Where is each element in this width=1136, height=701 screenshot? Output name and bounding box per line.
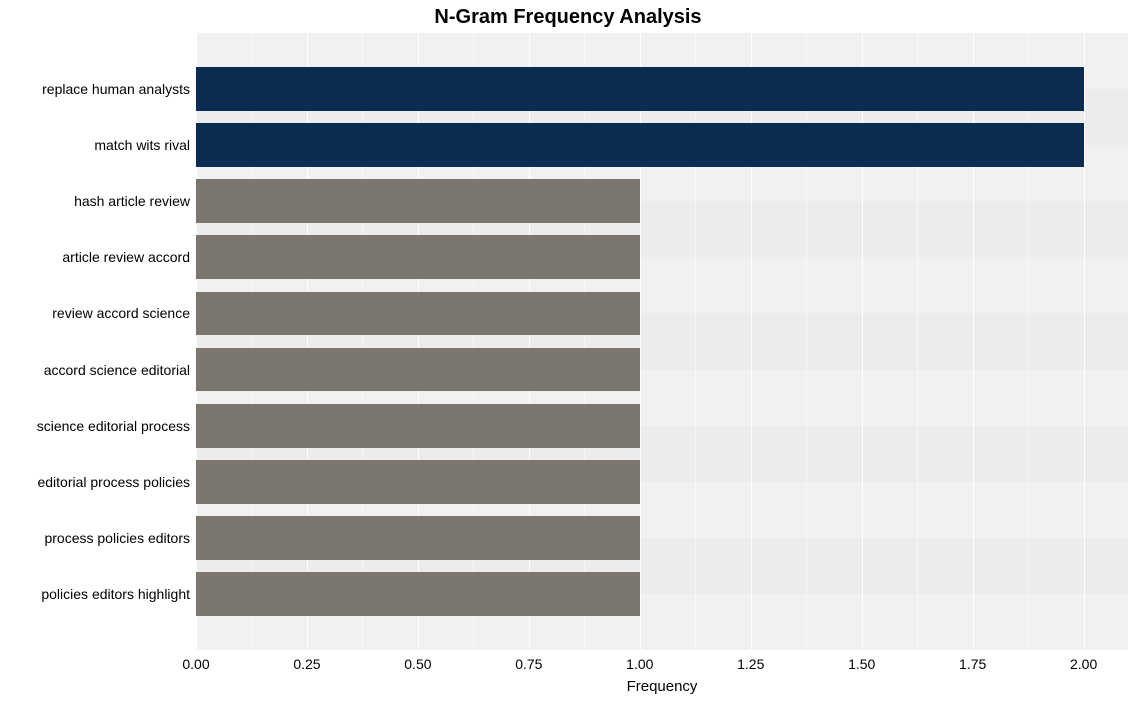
y-tick-label: replace human analysts [42,81,196,97]
bar [196,404,640,448]
bar [196,292,640,336]
chart-title: N-Gram Frequency Analysis [0,6,1136,29]
bar [196,572,640,616]
y-tick-label: science editorial process [37,418,196,434]
y-tick-label: review accord science [52,305,196,321]
bar [196,123,1084,167]
y-tick-label: accord science editorial [44,362,196,378]
x-axis-label: Frequency [196,650,1128,695]
bar [196,460,640,504]
bar [196,235,640,279]
y-tick-label: editorial process policies [37,474,196,490]
plot-area: replace human analystsmatch wits rivalha… [196,33,1128,650]
y-tick-label: policies editors highlight [41,586,196,602]
y-tick-label: article review accord [62,249,196,265]
gridline-major [1084,33,1085,650]
bar [196,67,1084,111]
y-tick-label: process policies editors [44,530,196,546]
y-tick-label: hash article review [74,193,196,209]
ngram-frequency-chart: N-Gram Frequency Analysis replace human … [0,0,1136,701]
bar [196,516,640,560]
y-tick-label: match wits rival [94,137,196,153]
bar [196,348,640,392]
bar [196,179,640,223]
